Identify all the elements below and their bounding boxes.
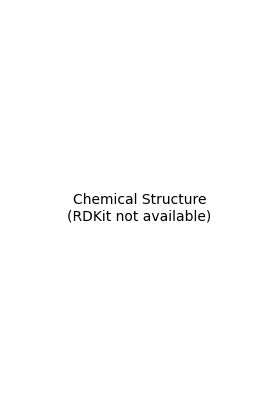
Text: Chemical Structure
(RDKit not available): Chemical Structure (RDKit not available) [67,193,212,223]
